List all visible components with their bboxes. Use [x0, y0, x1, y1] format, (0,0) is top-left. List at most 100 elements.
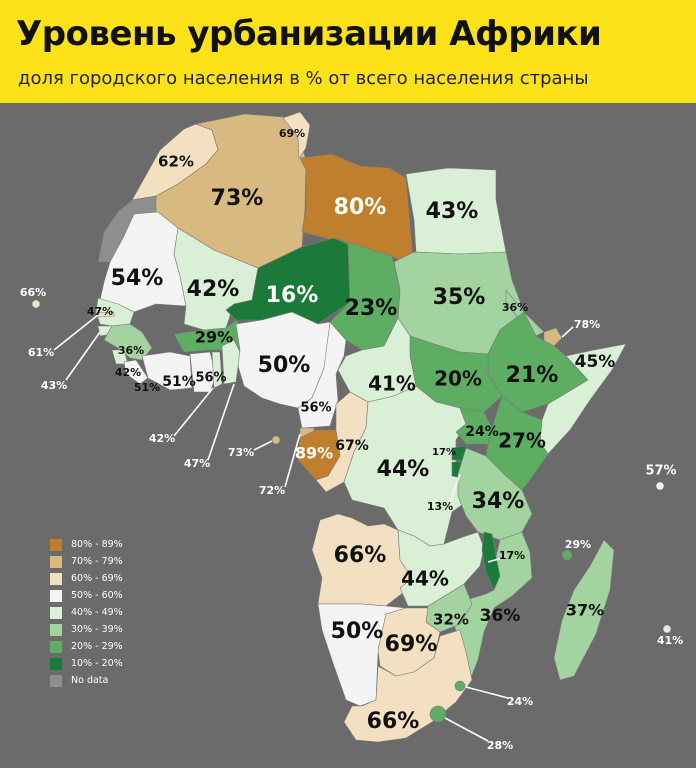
region-label-benin: 47%: [184, 457, 210, 470]
legend-swatch: [50, 606, 62, 619]
region-label-chad: 23%: [345, 296, 398, 321]
leader-line-burundi: [449, 473, 461, 503]
region-label-zimbabwe: 32%: [433, 611, 469, 629]
legend-swatch: [50, 657, 62, 670]
legend-item: 50% - 60%: [50, 587, 123, 604]
region-togo: [211, 351, 223, 389]
region-label-ethiopia: 21%: [506, 363, 559, 388]
region-label-ghana: 56%: [195, 371, 226, 386]
legend-item: 80% - 89%: [50, 536, 123, 553]
region-label-libya: 80%: [334, 195, 387, 220]
region-label-malawi: 17%: [499, 549, 525, 562]
region-label-egypt: 43%: [426, 199, 479, 224]
region-uganda: [455, 407, 493, 445]
region-label-mauritania: 54%: [111, 266, 164, 291]
legend-item: No data: [50, 672, 123, 689]
legend-item: 40% - 49%: [50, 604, 123, 621]
leader-line-togo: [173, 387, 214, 437]
legend-item: 70% - 79%: [50, 553, 123, 570]
region-label-rwanda: 17%: [432, 447, 456, 458]
region-label-car: 41%: [368, 372, 416, 396]
region-label-comoros: 29%: [565, 538, 591, 551]
leader-line-equatorial-guinea: [284, 433, 301, 488]
region-label-tanzania: 34%: [472, 489, 525, 514]
region-label-madagascar: 37%: [566, 601, 604, 620]
region-sao-tome: [271, 435, 281, 445]
leader-line-eswatini: [465, 686, 509, 699]
region-ivory-coast: [141, 351, 193, 391]
legend-swatch: [50, 555, 62, 568]
region-ghana: [189, 351, 217, 393]
region-cape-verde: [31, 299, 41, 309]
region-label-nigeria: 50%: [258, 353, 311, 378]
legend-swatch: [50, 640, 62, 653]
region-label-sierra-leone: 42%: [115, 366, 141, 379]
legend-label: 70% - 79%: [71, 556, 123, 567]
region-label-guinea-bissau: 43%: [41, 379, 67, 392]
region-label-mauritius: 41%: [657, 634, 683, 647]
region-label-gabon: 89%: [295, 444, 333, 463]
region-label-uganda: 24%: [465, 424, 499, 440]
region-label-congo: 67%: [335, 438, 369, 454]
legend-label: 10% - 20%: [71, 658, 123, 669]
legend-swatch: [50, 572, 62, 585]
region-label-cameroon: 56%: [300, 401, 331, 416]
legend-label: 80% - 89%: [71, 539, 123, 550]
legend-swatch: [50, 589, 62, 602]
region-label-algeria: 73%: [211, 186, 264, 211]
region-label-botswana: 69%: [385, 632, 438, 657]
legend-label: 50% - 60%: [71, 590, 123, 601]
region-congo: [315, 391, 369, 493]
legend-swatch: [50, 674, 62, 687]
region-label-tunisia: 69%: [279, 127, 305, 140]
region-label-burkina-faso: 29%: [195, 328, 233, 347]
legend-label: 40% - 49%: [71, 607, 123, 618]
region-label-liberia: 51%: [134, 381, 160, 394]
legend-label: No data: [71, 675, 109, 686]
legend-swatch: [50, 623, 62, 636]
region-label-seychelles: 57%: [645, 464, 676, 479]
region-label-lesotho: 28%: [487, 739, 513, 752]
region-namibia: [317, 603, 407, 707]
region-label-eswatini: 24%: [507, 695, 533, 708]
region-label-guinea: 36%: [118, 344, 144, 357]
region-label-morocco: 62%: [158, 153, 194, 171]
leader-line-malawi: [487, 556, 507, 563]
region-label-sudan: 35%: [433, 285, 486, 310]
region-zambia: [397, 529, 485, 607]
africa-map: 62% 73% 69% 80% 43% 54% 42% 16% 23% 35% 36% 78% 21% 4…: [20, 111, 683, 752]
region-label-somalia: 45%: [575, 352, 616, 372]
region-label-ivory-coast: 51%: [162, 374, 196, 390]
page-subtitle: доля городского населения в % от всего н…: [18, 68, 589, 89]
region-label-togo: 42%: [149, 432, 175, 445]
region-liberia: [123, 359, 149, 385]
region-madagascar: [553, 539, 615, 681]
region-comoros: [561, 549, 573, 561]
region-cameroon: [297, 321, 347, 429]
region-mauritius: [662, 624, 672, 634]
region-label-namibia: 50%: [331, 619, 384, 644]
legend-item: 20% - 29%: [50, 638, 123, 655]
header-banner: Уровень урбанизации Африки доля городско…: [0, 0, 696, 103]
region-kenya: [485, 395, 549, 491]
region-label-equatorial-guinea: 72%: [259, 484, 285, 497]
region-label-niger: 16%: [266, 283, 319, 308]
region-label-zambia: 44%: [401, 567, 449, 591]
region-label-djibouti: 78%: [574, 318, 600, 331]
region-label-mozambique: 36%: [480, 606, 521, 626]
region-label-eritrea: 36%: [502, 301, 528, 314]
region-label-drc: 44%: [377, 457, 430, 482]
leader-line-djibouti: [561, 326, 574, 338]
region-lesotho: [429, 705, 447, 723]
region-label-gambia: 61%: [28, 346, 54, 359]
region-label-angola: 66%: [334, 543, 387, 568]
legend-label: 60% - 69%: [71, 573, 123, 584]
region-label-mali: 42%: [187, 277, 240, 302]
region-label-burundi: 13%: [427, 500, 453, 513]
leader-line-gambia: [53, 314, 99, 351]
leader-line-guinea-bissau: [65, 331, 101, 381]
region-label-cape-verde: 66%: [20, 286, 46, 299]
leader-line-benin: [207, 383, 235, 461]
legend-label: 30% - 39%: [71, 624, 123, 635]
region-somalia: [539, 343, 627, 455]
